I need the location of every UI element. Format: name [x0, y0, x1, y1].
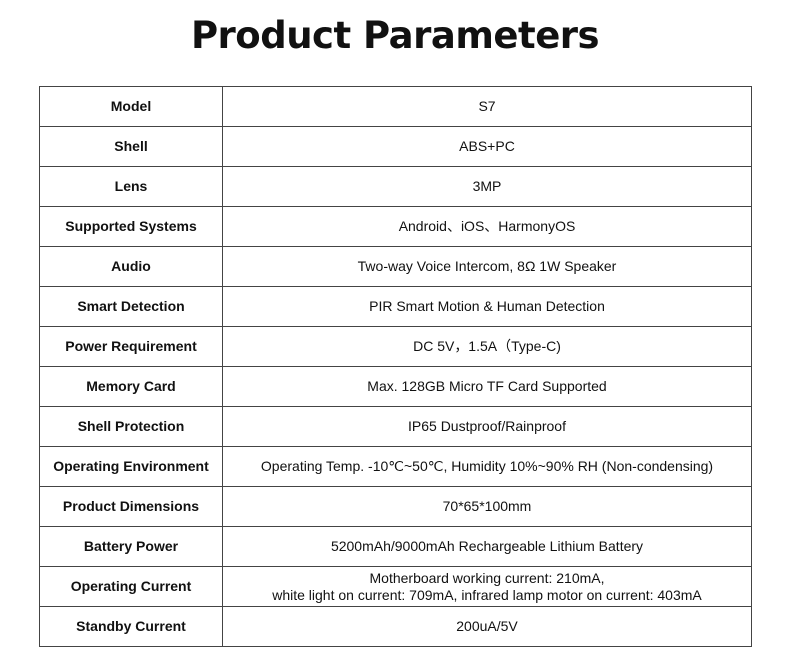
table-row: Battery Power 5200mAh/9000mAh Rechargeabl…	[39, 526, 752, 567]
table-row: Memory Card Max. 128GB Micro TF Card Supp…	[39, 366, 752, 407]
table-row: Audio Two-way Voice Intercom, 8Ω 1W Speak…	[39, 246, 752, 287]
param-label: Operating Environment	[39, 446, 223, 487]
param-value-line: Android、iOS、HarmonyOS	[398, 218, 576, 234]
param-label: Battery Power	[39, 526, 223, 567]
table-row: Smart Detection PIR Smart Motion & Human …	[39, 286, 752, 327]
param-label: Lens	[39, 166, 223, 207]
param-value: 3MP	[222, 166, 752, 207]
param-value-line: 200uA/5V	[456, 618, 518, 634]
param-value: IP65 Dustproof/Rainproof	[222, 406, 752, 447]
param-label: Product Dimensions	[39, 486, 223, 527]
param-value-line: 70*65*100mm	[442, 498, 532, 514]
table-row: Power Requirement DC 5V，1.5A（Type-C)	[39, 326, 752, 367]
param-value: Android、iOS、HarmonyOS	[222, 206, 752, 247]
param-label: Operating Current	[39, 566, 223, 607]
param-value: ABS+PC	[222, 126, 752, 167]
param-value-line: 5200mAh/9000mAh Rechargeable Lithium Bat…	[330, 538, 644, 554]
param-value: DC 5V，1.5A（Type-C)	[222, 326, 752, 367]
param-value: Max. 128GB Micro TF Card Supported	[222, 366, 752, 407]
param-value-line: IP65 Dustproof/Rainproof	[408, 418, 566, 434]
param-value-line: Max. 128GB Micro TF Card Supported	[367, 378, 607, 394]
param-value-line: PIR Smart Motion & Human Detection	[369, 298, 605, 314]
table-row: Shell ABS+PC	[39, 126, 752, 167]
param-label: Shell	[39, 126, 223, 167]
param-value-line: Two-way Voice Intercom, 8Ω 1W Speaker	[357, 258, 617, 274]
table-row: Operating Environment Operating Temp. -10…	[39, 446, 752, 487]
table-row: Standby Current 200uA/5V	[39, 606, 752, 647]
param-label: Memory Card	[39, 366, 223, 407]
param-value: Operating Temp. -10℃~50℃, Humidity 10%~9…	[222, 446, 752, 487]
param-value: Two-way Voice Intercom, 8Ω 1W Speaker	[222, 246, 752, 287]
page-title: Product Parameters	[190, 14, 600, 57]
table-row: Shell Protection IP65 Dustproof/Rainproof	[39, 406, 752, 447]
table-row: Product Dimensions 70*65*100mm	[39, 486, 752, 527]
param-label: Standby Current	[39, 606, 223, 647]
param-value-line: white light on current: 709mA, infrared …	[272, 586, 702, 603]
table-row: Operating Current Motherboard working cur…	[39, 566, 752, 607]
param-value: 5200mAh/9000mAh Rechargeable Lithium Bat…	[222, 526, 752, 567]
param-value: PIR Smart Motion & Human Detection	[222, 286, 752, 327]
param-value-line: Motherboard working current: 210mA,	[369, 569, 605, 586]
param-value: 200uA/5V	[222, 606, 752, 647]
param-value-line: 3MP	[472, 178, 502, 194]
param-value: 70*65*100mm	[222, 486, 752, 527]
param-value-line: S7	[478, 98, 496, 114]
param-value-line: Operating Temp. -10℃~50℃, Humidity 10%~9…	[260, 458, 714, 474]
table-row: Model S7	[39, 86, 752, 127]
param-label: Audio	[39, 246, 223, 287]
param-label: Model	[39, 86, 223, 127]
param-value: Motherboard working current: 210mA, white…	[222, 566, 752, 607]
parameters-table: Model S7 Shell ABS+PC Lens 3MP Supported Syste…	[39, 86, 752, 647]
table-row: Lens 3MP	[39, 166, 752, 207]
param-value: S7	[222, 86, 752, 127]
param-label: Supported Systems	[39, 206, 223, 247]
param-label: Power Requirement	[39, 326, 223, 367]
param-value-line: ABS+PC	[459, 138, 515, 154]
param-value-line: DC 5V，1.5A（Type-C)	[413, 338, 561, 354]
table-row: Supported Systems Android、iOS、HarmonyOS	[39, 206, 752, 247]
param-label: Shell Protection	[39, 406, 223, 447]
param-label: Smart Detection	[39, 286, 223, 327]
